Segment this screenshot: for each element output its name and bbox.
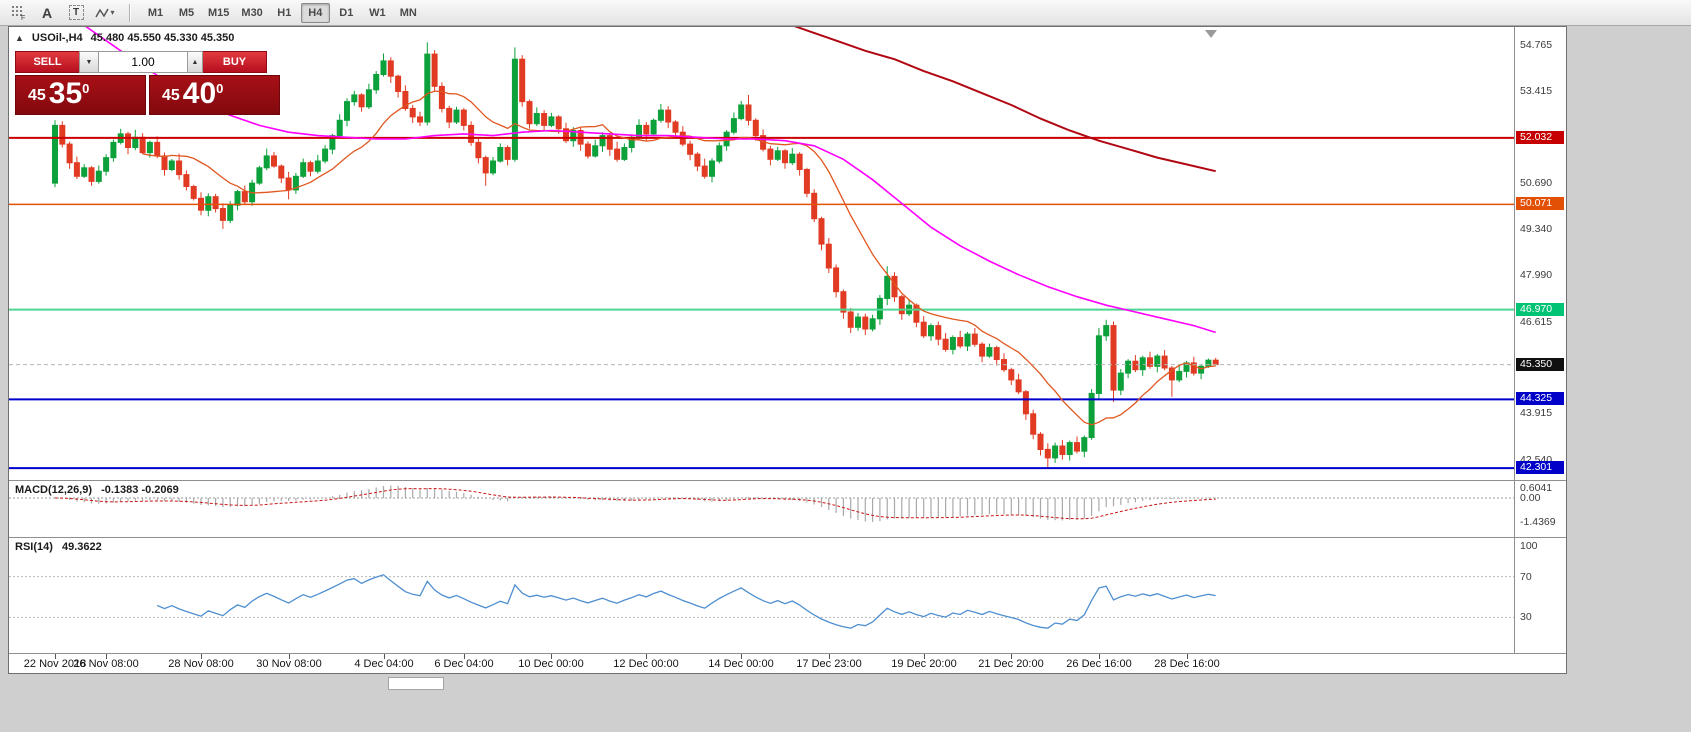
time-label: 21 Dec 20:00 (978, 658, 1044, 670)
time-label: 10 Dec 00:00 (518, 658, 584, 670)
timeframe-m1[interactable]: M1 (147, 6, 164, 19)
time-tick (646, 654, 647, 659)
sell-button[interactable]: SELL (15, 51, 79, 73)
timeframe-group: M1 M5 M15 M30 H1 H4 D1 W1 MN (141, 2, 423, 23)
timeframe-m5[interactable]: M5 (178, 6, 195, 19)
time-tick (464, 654, 465, 659)
ask-price-tile[interactable]: 45 40 0 (149, 75, 280, 115)
time-label: 19 Dec 20:00 (891, 658, 957, 670)
time-label: 12 Dec 00:00 (613, 658, 679, 670)
trade-row-buttons: SELL ▼ ▲ BUY (15, 51, 283, 73)
time-axis[interactable]: 22 Nov 2018 26 Nov 08:00 28 Nov 08:00 30 No… (9, 654, 1566, 673)
macd-axis-label: 0.6041 (1520, 482, 1553, 494)
time-tick (384, 654, 385, 659)
price-label: 47.990 (1520, 269, 1553, 281)
time-tick (829, 654, 830, 659)
chevron-down-icon: ▾ (110, 8, 115, 17)
rsi-axis-label: 100 (1520, 540, 1538, 552)
text-label-icon[interactable]: A (41, 4, 53, 21)
price-label: 46.615 (1520, 316, 1553, 328)
chart-shift-marker (1205, 30, 1217, 38)
toolbar-separator (129, 3, 130, 22)
time-label: 22 Nov 2018 (23, 658, 87, 670)
time-tick (741, 654, 742, 659)
symbol-timeframe-label: USOil-,H4 (31, 32, 83, 44)
scrollbar-thumb[interactable] (388, 677, 444, 690)
trade-row-prices: 45 35 0 45 40 0 (15, 75, 283, 115)
timeframe-m30[interactable]: M30 (241, 6, 263, 19)
time-tick (201, 654, 202, 659)
time-label: 30 Nov 08:00 (256, 658, 322, 670)
macd-axis-label: 0.00 (1520, 492, 1541, 504)
buy-button[interactable]: BUY (203, 51, 267, 73)
pane-separator (9, 653, 1566, 654)
macd-label: MACD(12,26,9) -0.1383 -0.2069 (15, 484, 179, 496)
price-axis-separator (1514, 27, 1515, 653)
svg-text:F: F (21, 15, 25, 20)
price-badge: 42.301 (1516, 461, 1564, 474)
price-axis[interactable]: 54.765 53.415 50.690 49.340 47.990 46.615 43.9… (1515, 27, 1566, 653)
volume-input[interactable] (99, 51, 187, 73)
time-tick (55, 654, 56, 659)
timeframe-mn[interactable]: MN (399, 6, 417, 19)
bid-price-tile[interactable]: 45 35 0 (15, 75, 146, 115)
price-badge: 45.350 (1516, 358, 1564, 371)
time-tick (289, 654, 290, 659)
text-box-icon[interactable]: T (63, 2, 89, 23)
volume-dropdown-button[interactable]: ▼ (79, 51, 99, 73)
price-label: 43.915 (1520, 407, 1553, 419)
price-label: 50.690 (1520, 177, 1553, 189)
time-label: 17 Dec 23:00 (796, 658, 862, 670)
timeframe-h4[interactable]: H4 (300, 2, 330, 23)
price-badge: 44.325 (1516, 392, 1564, 405)
rsi-axis-label: 30 (1520, 611, 1532, 623)
rsi-label: RSI(14) 49.3622 (15, 541, 102, 553)
main-chart-pane[interactable] (9, 27, 1514, 480)
price-label: 53.415 (1520, 85, 1553, 97)
time-label: 28 Nov 08:00 (168, 658, 234, 670)
symbol-icon: ▲ (15, 33, 24, 43)
time-label: 6 Dec 04:00 (434, 658, 494, 670)
pane-separator[interactable] (9, 537, 1566, 538)
time-tick (106, 654, 107, 659)
time-tick (1011, 654, 1012, 659)
top-toolbar: F A T ▾ M1 M5 M15 M30 H1 H4 D1 W1 MN (0, 0, 1691, 26)
ohlc-readout: 45.480 45.550 45.330 45.350 (90, 32, 235, 44)
price-badge: 46.970 (1516, 303, 1564, 316)
timeframe-w1[interactable]: W1 (369, 6, 386, 19)
snap-grid-icon[interactable]: F (5, 2, 31, 23)
macd-pane[interactable] (9, 481, 1514, 537)
time-tick (1099, 654, 1100, 659)
rsi-axis-label: 70 (1520, 571, 1532, 583)
chart-window: 54.765 53.415 50.690 49.340 47.990 46.615 43.9… (8, 26, 1567, 674)
price-badge: 52.032 (1516, 131, 1564, 144)
time-label: 26 Nov 08:00 (73, 658, 139, 670)
shapes-tool-icon[interactable]: ▾ (92, 2, 118, 23)
timeframe-h1[interactable]: H1 (277, 6, 292, 19)
rsi-value: 49.3622 (61, 541, 102, 553)
chart-header: ▲ USOil-,H4 45.480 45.550 45.330 45.350 (15, 32, 234, 44)
volume-stepper-up[interactable]: ▲ (187, 51, 203, 73)
price-badge: 50.071 (1516, 197, 1564, 210)
time-label: 26 Dec 16:00 (1066, 658, 1132, 670)
time-tick (551, 654, 552, 659)
one-click-trading-widget: SELL ▼ ▲ BUY 45 35 0 45 40 0 (15, 51, 283, 115)
macd-axis-label: -1.4369 (1520, 516, 1556, 528)
time-label: 4 Dec 04:00 (354, 658, 414, 670)
time-label: 28 Dec 16:00 (1154, 658, 1220, 670)
time-tick (1187, 654, 1188, 659)
price-label: 54.765 (1520, 39, 1553, 51)
pane-separator[interactable] (9, 480, 1566, 481)
time-tick (924, 654, 925, 659)
timeframe-m15[interactable]: M15 (208, 6, 230, 19)
price-label: 49.340 (1520, 223, 1553, 235)
timeframe-d1[interactable]: D1 (339, 6, 354, 19)
macd-values: -0.1383 -0.2069 (101, 484, 179, 496)
rsi-pane[interactable] (9, 538, 1514, 653)
time-label: 14 Dec 00:00 (708, 658, 774, 670)
